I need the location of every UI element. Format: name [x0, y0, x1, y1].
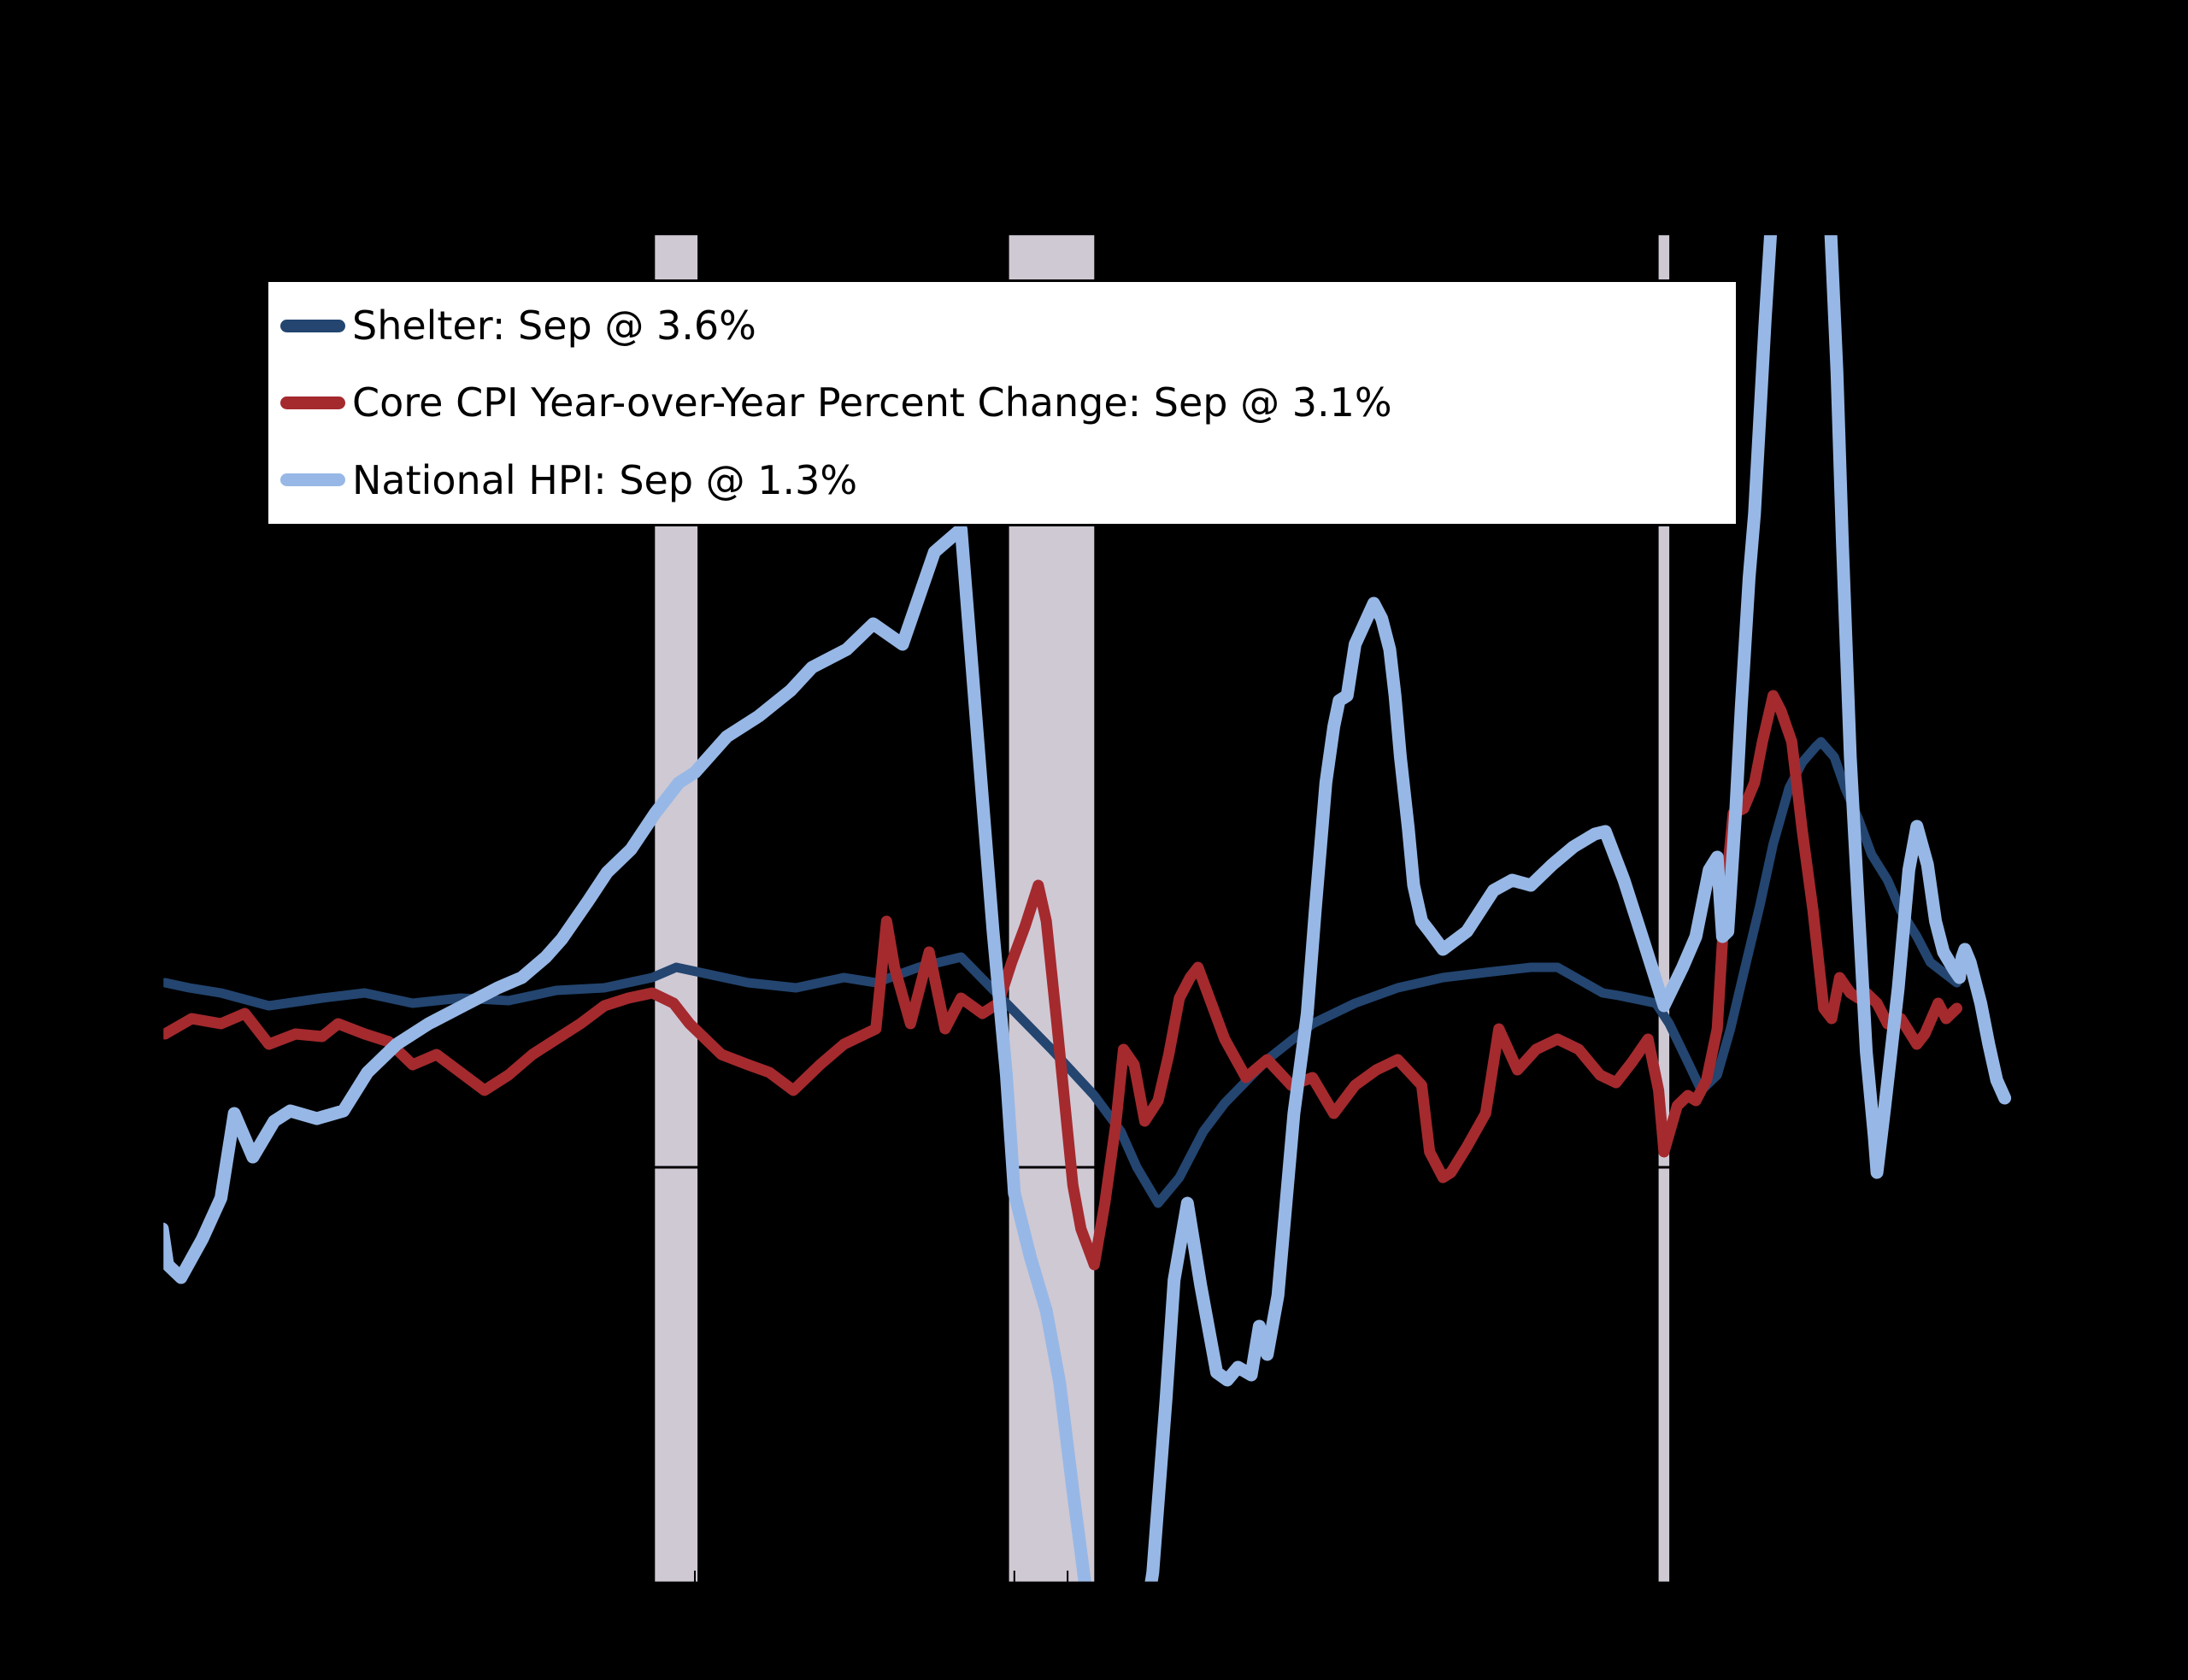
- legend-label-national-hpi: National HPI: Sep @ 1.3%: [352, 456, 858, 503]
- y-tick-label-right: -8%: [2149, 1559, 2188, 1598]
- x-tick-label: 93: [171, 1608, 221, 1659]
- y-tick-label-right: 4%: [2149, 943, 2188, 983]
- x-tick-label: 04: [756, 1608, 807, 1659]
- x-tick-label: 92: [117, 1608, 168, 1659]
- x-tick-label: 19: [1556, 1608, 1606, 1659]
- chart-title: National Home Prices Lead Shelter Inflat…: [309, 62, 1742, 127]
- series-line-national-hpi: [162, 234, 2012, 1583]
- y-tick-label-left: 8%: [91, 738, 145, 778]
- x-tick-label: 17: [1449, 1608, 1499, 1659]
- y-tick-label-left: 4%: [91, 943, 145, 983]
- y-tick-label-left: -2%: [79, 1251, 145, 1290]
- x-tick-label: 10: [1076, 1608, 1126, 1659]
- x-tick-label: 16: [1396, 1608, 1446, 1659]
- y-tick-label-left: 2%: [91, 1046, 145, 1085]
- y-tick-label-right: 14%: [2149, 431, 2188, 470]
- y-tick-label-right: 10%: [2149, 636, 2188, 675]
- x-tick-label: 12: [1182, 1608, 1232, 1659]
- x-tick-label: 21: [1662, 1608, 1712, 1659]
- y-tick-label-left: 16%: [69, 328, 145, 367]
- y-tick-label-left: 12%: [69, 533, 145, 573]
- y-tick-label-left: -4%: [79, 1354, 145, 1393]
- x-tick-label: 95: [277, 1608, 327, 1659]
- x-tick-label: 24: [1821, 1608, 1872, 1659]
- y-tick-label-right: 12%: [2149, 533, 2188, 573]
- y-tick-label-left: 10%: [69, 636, 145, 675]
- x-tick-label: 20: [1609, 1608, 1659, 1659]
- y-tick-label-right: -2%: [2149, 1251, 2188, 1290]
- legend-label-core-cpi: Core CPI Year-over-Year Percent Change: …: [352, 379, 1392, 426]
- y-tick-label-right: 0%: [2149, 1148, 2188, 1188]
- y-tick-label-right: 6%: [2149, 841, 2188, 880]
- x-tick-label: 15: [1342, 1608, 1392, 1659]
- x-tick-label: 01: [597, 1608, 647, 1659]
- plot-frame: [161, 232, 2133, 1584]
- y-tick-label-left: -6%: [79, 1456, 145, 1495]
- x-tick-label: 18: [1502, 1608, 1552, 1659]
- legend-item-shelter: Shelter: Sep @ 3.6%: [280, 303, 1736, 349]
- x-tick-label: 09: [1023, 1608, 1073, 1659]
- x-tick-label: 11: [1129, 1608, 1179, 1659]
- x-tick-label: 26: [1928, 1608, 1979, 1659]
- y-tick-label-left: 0%: [91, 1148, 145, 1188]
- x-tick-label: 06: [863, 1608, 914, 1659]
- recession-band: [1658, 234, 1670, 1583]
- x-tick-label: 14: [1289, 1608, 1339, 1659]
- x-tick-label: 25: [1874, 1608, 1925, 1659]
- y-tick-label-right: -4%: [2149, 1354, 2188, 1393]
- x-tick-label: 98: [437, 1608, 487, 1659]
- x-tick-label: 00: [544, 1608, 594, 1659]
- legend-label-shelter: Shelter: Sep @ 3.6%: [352, 303, 756, 350]
- y-tick-label-left: -8%: [79, 1559, 145, 1598]
- legend: Shelter: Sep @ 3.6% Core CPI Year-over-Y…: [266, 279, 1738, 526]
- y-tick-label-left: 6%: [91, 841, 145, 880]
- x-tick-label: 03: [703, 1608, 754, 1659]
- x-tick-label: 02: [650, 1608, 700, 1659]
- x-tick-label: 07: [916, 1608, 967, 1659]
- chart-subtitle: Year-over-Year Percent Change: [721, 142, 1331, 189]
- y-tick-label-right: 8%: [2149, 738, 2188, 778]
- x-tick-label: 08: [969, 1608, 1020, 1659]
- y-tick-label-right: 16%: [2149, 328, 2188, 367]
- x-tick-label: 96: [331, 1608, 381, 1659]
- legend-item-core-cpi: Core CPI Year-over-Year Percent Change: …: [280, 379, 1736, 426]
- legend-swatch-national-hpi: [280, 473, 345, 487]
- series-line-shelter: [162, 737, 1962, 1208]
- x-tick-label: 99: [491, 1608, 541, 1659]
- legend-item-national-hpi: National HPI: Sep @ 1.3%: [280, 457, 1736, 503]
- y-tick-label-right: 2%: [2149, 1046, 2188, 1085]
- legend-swatch-shelter: [280, 319, 345, 332]
- series-line-core-cpi: [162, 690, 1962, 1271]
- y-tick-label-right: -6%: [2149, 1456, 2188, 1495]
- y-tick-label-left: 18%: [69, 226, 145, 265]
- x-tick-label: 94: [224, 1608, 274, 1659]
- y-tick-label-left: 14%: [69, 431, 145, 470]
- y-tick-label-right: 18%: [2149, 226, 2188, 265]
- x-tick-label: 22: [1715, 1608, 1765, 1659]
- legend-swatch-core-cpi: [280, 396, 345, 409]
- x-tick-label: 97: [384, 1608, 434, 1659]
- x-tick-label: 13: [1236, 1608, 1286, 1659]
- x-tick-label: 23: [1768, 1608, 1819, 1659]
- x-tick-label: 05: [809, 1608, 860, 1659]
